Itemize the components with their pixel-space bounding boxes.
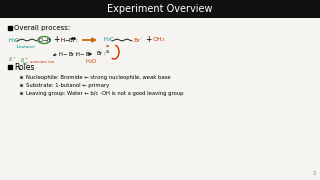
Text: $\mathsf{O{-}H}$: $\mathsf{O{-}H}$ xyxy=(38,36,52,44)
Text: $\mathsf{H_2}$: $\mathsf{H_2}$ xyxy=(22,60,29,68)
Text: $\mathsf{H-\overset{..}{Br}}$: $\mathsf{H-\overset{..}{Br}}$ xyxy=(75,49,93,59)
Text: 2: 2 xyxy=(313,171,316,176)
Text: Leaving group: Water ← b/c -OH is not a good leaving group: Leaving group: Water ← b/c -OH is not a … xyxy=(26,91,183,96)
Text: Roles: Roles xyxy=(14,62,35,71)
Text: $\mathsf{\cdot}$: $\mathsf{\cdot}$ xyxy=(140,35,143,39)
Text: $\mathsf{Br}$: $\mathsf{Br}$ xyxy=(133,36,141,44)
Text: $\mathsf{H_2O}$: $\mathsf{H_2O}$ xyxy=(85,58,97,66)
Text: $\mathsf{Br:\!^{\ominus}}$: $\mathsf{Br:\!^{\ominus}}$ xyxy=(96,50,110,59)
Text: $\mathsf{H_3O}$: $\mathsf{H_3O}$ xyxy=(8,37,20,45)
Text: $\mathsf{H{-}Br:}$: $\mathsf{H{-}Br:}$ xyxy=(60,36,79,44)
Text: Nucleophile: Bromide ← strong nucleophile, weak base: Nucleophile: Bromide ← strong nucleophil… xyxy=(26,75,171,80)
Text: oxonium ion: oxonium ion xyxy=(30,60,54,64)
Bar xyxy=(0,0,320,18)
Text: 1-butanol: 1-butanol xyxy=(15,45,35,49)
Text: $\mathsf{H-Br:}$: $\mathsf{H-Br:}$ xyxy=(58,50,78,58)
Text: $\mathsf{H_3C}$: $\mathsf{H_3C}$ xyxy=(103,36,115,44)
Text: Overall process:: Overall process: xyxy=(14,25,70,31)
Text: $\delta^-$: $\delta^-$ xyxy=(20,56,28,64)
Text: $\mathsf{OH_2}$: $\mathsf{OH_2}$ xyxy=(152,36,166,44)
Text: +: + xyxy=(145,35,151,44)
Text: +: + xyxy=(53,35,59,44)
Text: Experiment Overview: Experiment Overview xyxy=(107,4,213,14)
Text: Substrate: 1-butanol ← primary: Substrate: 1-butanol ← primary xyxy=(26,82,109,87)
Text: $\delta^+$: $\delta^+$ xyxy=(8,56,17,64)
